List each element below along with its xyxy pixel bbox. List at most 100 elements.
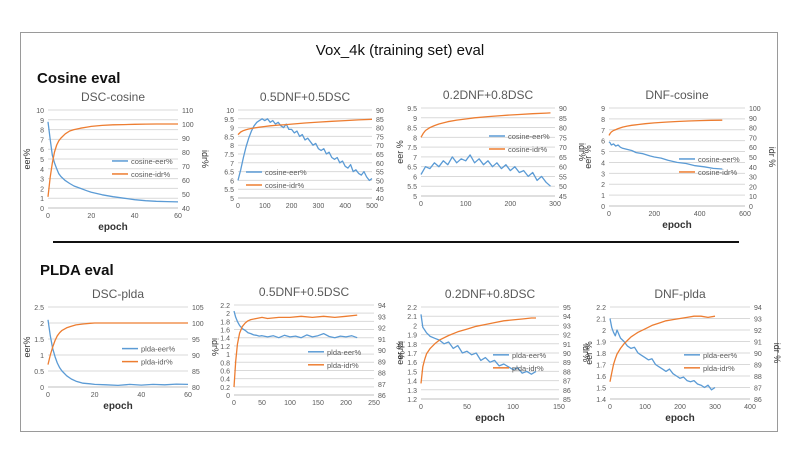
y2-tick-label: 92 [378,326,386,333]
y-tick-label: 5 [601,150,605,157]
y-tick-label: 4 [40,167,44,174]
y2-tick-label: 86 [754,397,762,404]
y-tick-label: 2 [413,323,417,330]
chart-dnf-cosine: DNF-cosine012345678901020304050607080901… [583,88,777,231]
y-tick-label: 2.5 [34,305,44,312]
y2-tick-label: 92 [563,333,571,340]
y-tick-label: 1.8 [596,351,606,358]
y2-tick-label: 93 [563,323,571,330]
y2-tick-label: 80 [182,150,190,157]
y2-tick-label: 88 [378,371,386,378]
y2-tick-label: 93 [378,314,386,321]
y2-tick-label: 87 [563,379,571,386]
x-axis-label: epoch [665,413,694,424]
y-tick-label: 3 [40,177,44,184]
y-tick-label: 2 [602,328,606,335]
y-tick-label: 9.5 [407,106,417,113]
y-tick-label: 0.2 [220,385,230,392]
y-tick-label: 7.5 [224,152,234,159]
y2-tick-label: 40 [376,196,384,203]
y2-tick-label: 100 [749,106,761,113]
x-tick-label: 0 [419,201,423,208]
y-tick-label: 2.1 [596,317,606,324]
y-tick-label: 10 [226,108,234,115]
x-axis-label: epoch [475,413,504,424]
y-tick-label: 1 [40,353,44,360]
chart-dnf-plda: DNF-plda 1.4 1.5 1.6 1.7 1.8 1.9 2 2.1 2.2 86 87 88 8… [584,287,782,424]
y2-tick-label: 93 [754,317,762,324]
y2-tick-label: 80 [559,126,567,133]
x-tick-label: 300 [709,404,721,411]
legend-label: cosine-idr% [698,168,738,177]
y-tick-label: 1.8 [220,319,230,326]
x-tick-label: 300 [549,201,561,208]
x-tick-label: 200 [674,404,686,411]
y2-tick-label: 85 [192,369,200,376]
y-axis-label: eer% [22,148,32,169]
y2-tick-label: 60 [376,161,384,168]
y2-tick-label: 60 [749,145,757,152]
y-axis-label: eer % [584,341,594,365]
section-cosine-title: Cosine eval [37,70,121,87]
y2-tick-label: 90 [182,136,190,143]
y2-axis-label: idr% [396,341,406,359]
y2-tick-label: 94 [754,305,762,312]
legend-label: plda-idr% [327,361,359,370]
y-tick-label: 8.5 [407,126,417,133]
x-tick-label: 150 [312,400,324,407]
chart-title: DSC-plda [92,287,144,301]
y-tick-label: 9.5 [224,117,234,124]
x-tick-label: 0 [608,404,612,411]
y-axis-label: eer% [22,336,32,357]
y-tick-label: 4 [601,160,605,167]
x-axis-label: epoch [103,401,132,412]
y2-tick-label: 88 [563,369,571,376]
y-tick-label: 9 [601,106,605,113]
y2-tick-label: 70 [182,164,190,171]
y2-tick-label: 50 [182,192,190,199]
x-tick-label: 400 [339,203,351,210]
y2-axis-label: idr % [772,343,782,364]
y-tick-label: 5.5 [224,187,234,194]
series-line-cosine-idr [47,123,178,197]
x-tick-label: 200 [340,400,352,407]
series-line-cosine-eer [47,121,179,203]
x-tick-label: 50 [258,400,266,407]
section-plda-title: PLDA eval [40,262,114,279]
y2-tick-label: 89 [378,359,386,366]
y-axis-label: eer % [583,145,593,169]
y-tick-label: 0 [40,385,44,392]
series-line-cosine-idr [608,119,723,136]
x-tick-label: 400 [694,211,706,218]
y-tick-label: 0.6 [220,368,230,375]
y-tick-label: 5 [413,194,417,201]
y2-axis-label: idr% [200,150,210,168]
series-line-plda-idr [420,317,536,384]
y2-tick-label: 91 [754,340,762,347]
x-tick-label: 200 [286,203,298,210]
y2-tick-label: 89 [563,360,571,367]
y-tick-label: 2.1 [407,314,417,321]
y-tick-label: 7 [413,155,417,162]
y2-tick-label: 95 [563,305,571,312]
legend-label: plda-idr% [141,358,173,367]
y2-tick-label: 100 [192,321,204,328]
y-tick-label: 7 [230,161,234,168]
series-line-plda-idr [609,315,716,382]
y2-tick-label: 10 [749,194,757,201]
y2-tick-label: 80 [376,126,384,133]
chart-title: 0.5DNF+0.5DSC [260,90,351,104]
y2-tick-label: 90 [754,351,762,358]
x-tick-label: 150 [553,404,565,411]
y2-tick-label: 90 [376,108,384,115]
y2-tick-label: 85 [559,116,567,123]
y-tick-label: 2 [40,186,44,193]
y-tick-label: 6.5 [224,170,234,177]
y-tick-label: 1.5 [596,386,606,393]
y-tick-label: 5 [40,157,44,164]
y-tick-label: 1.3 [407,388,417,395]
y-tick-label: 1.7 [407,351,417,358]
chart-dsc-plda: DSC-plda 0 0.5 1 1.5 2 2.5 80 85 90 95 100 105 0 20 40 6… [22,287,220,412]
x-tick-label: 0 [607,211,611,218]
y2-tick-label: 86 [378,393,386,400]
